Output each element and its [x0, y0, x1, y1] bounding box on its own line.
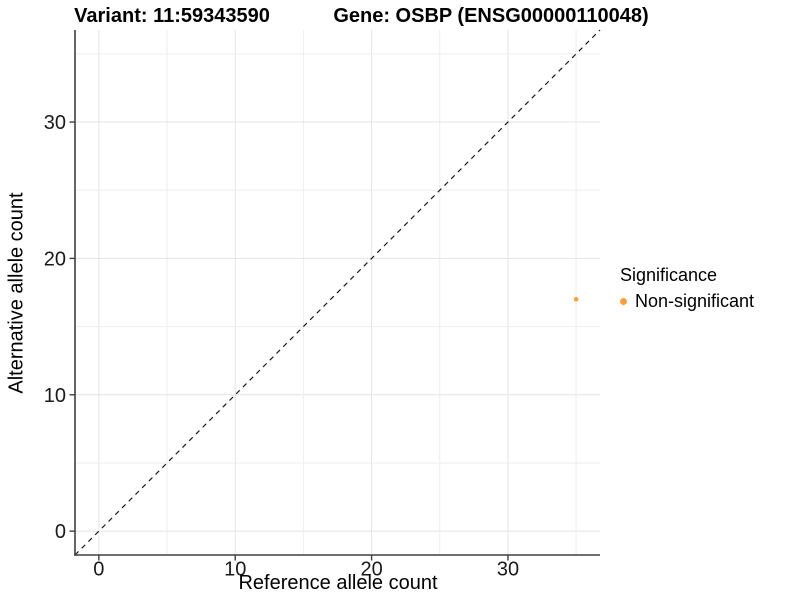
plot-title-variant: Variant: 11:59343590	[74, 5, 270, 27]
legend-title: Significance	[620, 265, 718, 285]
x-axis-title: Reference allele count	[238, 572, 438, 594]
legend-point-swatch	[620, 297, 627, 305]
y-tick-label: 10	[44, 385, 66, 407]
legend: Significance Non-significant	[620, 264, 754, 312]
y-tick-label: 0	[55, 521, 66, 543]
legend-item-label: Non-significant	[635, 291, 755, 311]
x-tick-label: 10	[224, 559, 246, 581]
x-tick-label: 20	[360, 559, 382, 581]
y-tick-label: 30	[44, 112, 66, 134]
y-axis-title: Alternative allele count	[5, 192, 28, 394]
x-tick-label: 30	[497, 559, 519, 581]
identity-line	[74, 29, 601, 556]
x-tick-label: 0	[93, 559, 104, 581]
data-point	[573, 297, 579, 302]
plot-title-gene: Gene: OSBP (ENSG00000110048)	[333, 5, 649, 27]
legend-item-non-significant: Non-significant	[620, 290, 754, 312]
y-tick-label: 20	[44, 248, 66, 270]
